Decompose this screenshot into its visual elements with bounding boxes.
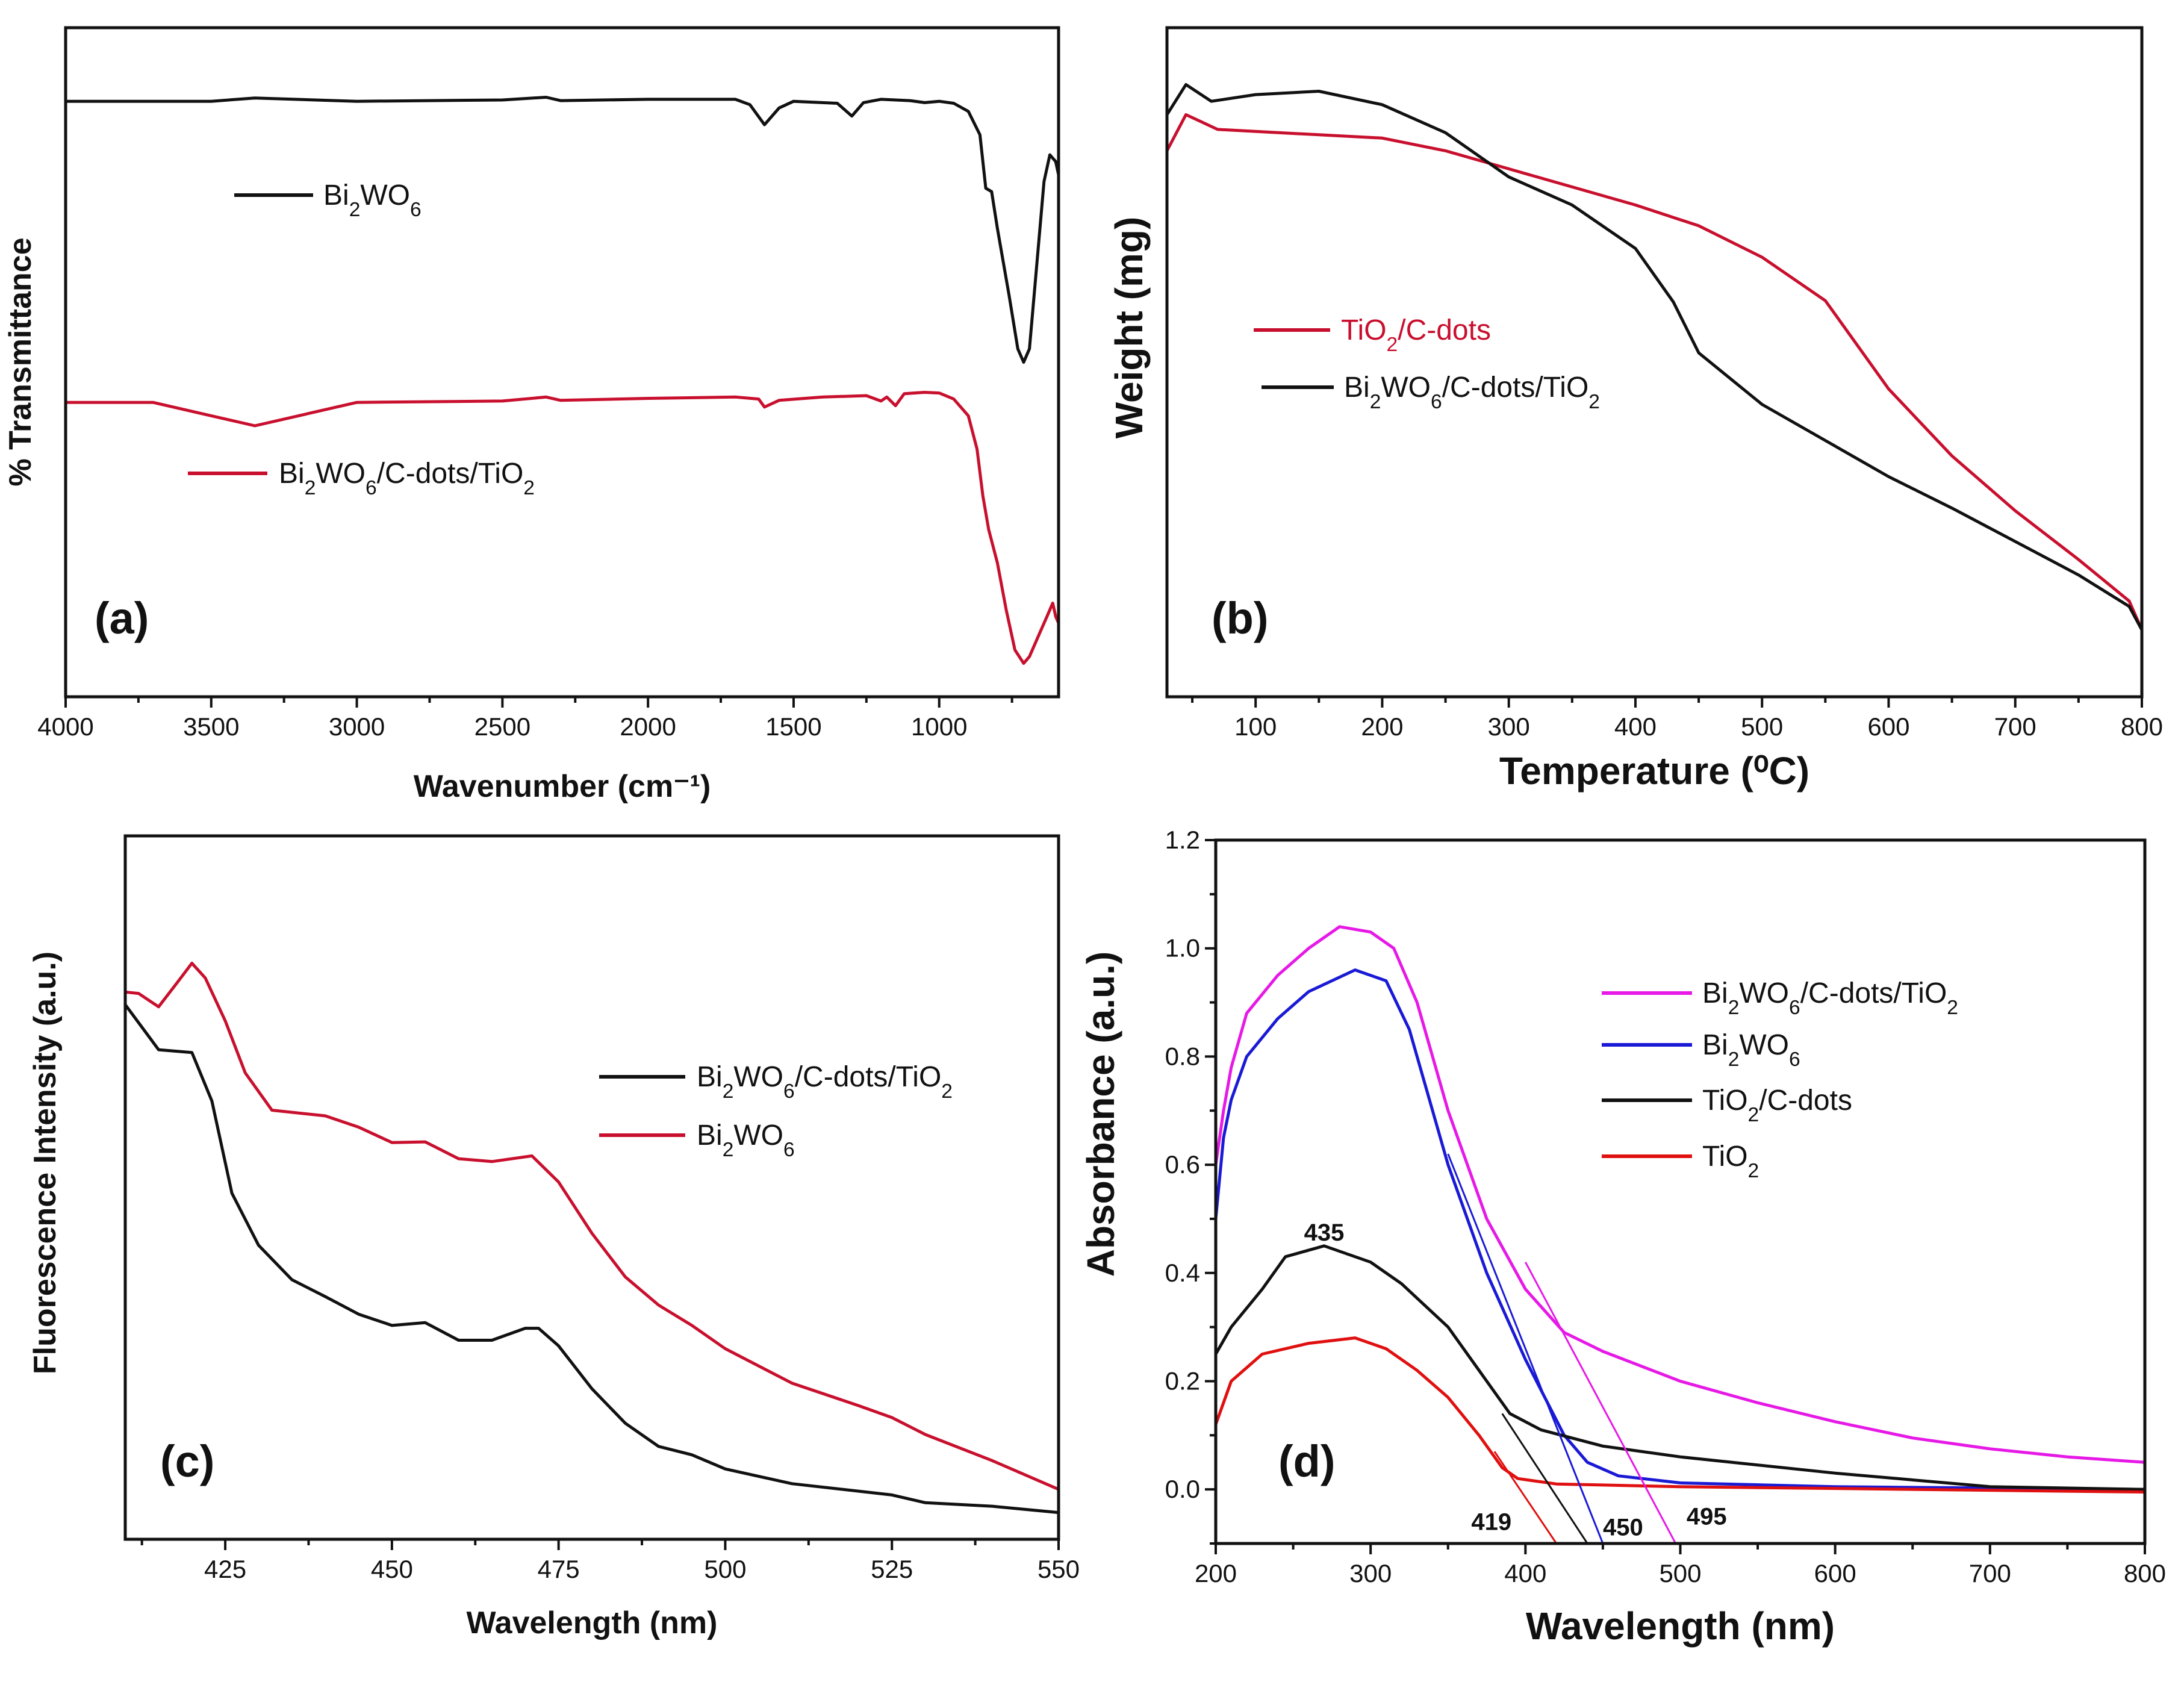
y-axis-title: % Transmittance (3, 237, 38, 486)
x-tick-label: 3500 (183, 712, 239, 741)
x-tick-label: 425 (204, 1555, 246, 1583)
x-axis-title: Temperature (⁰C) (1499, 749, 1809, 793)
legend-label: TiO2 (1702, 1141, 1759, 1182)
plot-frame (1214, 838, 2147, 1545)
x-axis-title: Wavenumber (cm⁻¹) (414, 769, 711, 804)
legend-label: TiO2/C-dots (1702, 1085, 1852, 1126)
plot-frame (123, 834, 1060, 1541)
plot-frame (1165, 26, 2144, 699)
legend-label: Bi2WO6/C-dots/TiO2 (697, 1061, 953, 1103)
x-tick-label: 200 (1361, 712, 1403, 741)
y-tick-label: 0.0 (1165, 1475, 1200, 1503)
series-line-0 (123, 1003, 1059, 1515)
x-tick-label: 525 (871, 1555, 913, 1583)
annotation-label: 419 (1471, 1509, 1511, 1536)
legend-label: Bi2WO6 (323, 179, 422, 221)
annotation-label: 495 (1687, 1504, 1727, 1530)
x-axis-title: Wavelength (nm) (467, 1606, 718, 1640)
x-tick-label: 2500 (474, 712, 530, 741)
panel-a: 4000 3500 3000 2500 2000 1500 1000 Wavenumber (… (3, 26, 1060, 804)
tangent-line-0 (1493, 1451, 1558, 1544)
series-line-0 (66, 96, 1060, 364)
y-tick-label: 0.6 (1165, 1150, 1200, 1179)
y-tick-label: 1.2 (1165, 826, 1200, 854)
tangent-line-2 (1447, 1153, 1604, 1544)
x-tick-label: 700 (1994, 712, 2036, 741)
panel-d: 200 300 400 500 600 700 800 0.0 0.2 0.4 0.6 0.8 1.0 1… (1079, 826, 2166, 1648)
y-tick-label: 0.4 (1165, 1259, 1200, 1287)
panel-b: 100 200 300 400 500 600 700 800 Temperature (⁰C)… (1107, 26, 2163, 793)
annotation-label: 435 (1304, 1219, 1345, 1246)
x-tick-label: 800 (2121, 712, 2163, 741)
y-tick-label: 0.8 (1165, 1042, 1200, 1070)
x-tick-label: 200 (1195, 1559, 1237, 1587)
panel-label: (b) (1212, 593, 1269, 643)
x-tick-label: 3000 (329, 712, 385, 741)
legend: TiO2/C-dots Bi2WO6/C-dots/TiO2 (1254, 314, 1600, 413)
y-axis-title: Absorbance (a.u.) (1079, 952, 1122, 1277)
panel-label: (d) (1278, 1436, 1336, 1486)
panel-label: (c) (160, 1436, 214, 1486)
legend-label: Bi2WO6 (697, 1120, 795, 1161)
x-tick-label: 400 (1504, 1559, 1546, 1587)
x-tick-label: 1000 (911, 712, 967, 741)
series-line-0 (1165, 113, 2144, 631)
series-line-1 (66, 391, 1060, 665)
x-tick-label: 400 (1614, 712, 1657, 741)
legend-label: Bi2WO6/C-dots/TiO2 (1344, 372, 1600, 413)
x-tick-label: 2000 (620, 712, 676, 741)
x-tick-label: 700 (1969, 1559, 2011, 1587)
x-tick-label: 500 (1741, 712, 1783, 741)
y-axis-title: Fluorescence Intensity (a.u.) (28, 952, 63, 1374)
legend-label: Bi2WO6 (1702, 1029, 1800, 1071)
x-tick-label: 600 (1867, 712, 1909, 741)
legend: Bi2WO6 Bi2WO6/C-dots/TiO2 (188, 179, 535, 499)
legend: Bi2WO6/C-dots/TiO2 Bi2WO6 TiO2/C-dots TiO2 (1602, 977, 1958, 1182)
series-line-1 (1214, 968, 2145, 1491)
y-tick-label: 0.2 (1165, 1366, 1200, 1395)
tangent-line-3 (1525, 1262, 1677, 1544)
x-tick-label: 500 (1659, 1559, 1701, 1587)
panel-label: (a) (95, 593, 149, 643)
x-tick-label: 300 (1488, 712, 1530, 741)
x-tick-label: 300 (1349, 1559, 1392, 1587)
legend: Bi2WO6/C-dots/TiO2 Bi2WO6 (599, 1061, 953, 1161)
x-tick-label: 500 (704, 1555, 746, 1583)
x-tick-label: 475 (538, 1555, 580, 1583)
plot-frame (64, 26, 1060, 699)
x-tick-label: 4000 (37, 712, 93, 741)
series-line-1 (1165, 83, 2144, 631)
x-tick-label: 550 (1038, 1555, 1080, 1583)
y-axis-title: Weight (mg) (1107, 217, 1151, 439)
x-tick-label: 800 (2124, 1559, 2166, 1587)
legend-label: Bi2WO6/C-dots/TiO2 (1702, 977, 1958, 1019)
x-tick-label: 450 (371, 1555, 413, 1583)
series-line-2 (1214, 1244, 2145, 1491)
series-line-0 (1214, 925, 2145, 1464)
series-line-1 (125, 961, 1059, 1491)
x-tick-label: 600 (1814, 1559, 1856, 1587)
legend-label: Bi2WO6/C-dots/TiO2 (279, 458, 535, 499)
x-tick-label: 100 (1234, 712, 1277, 741)
x-tick-label: 1500 (765, 712, 821, 741)
tangent-line-1 (1501, 1413, 1588, 1544)
legend-label: TiO2/C-dots (1341, 314, 1491, 356)
series-line-3 (1214, 1336, 2145, 1494)
annotation-label: 450 (1603, 1515, 1643, 1541)
panel-c: 425 450 475 500 525 550 Wavelength (nm) Fluores… (28, 834, 1080, 1640)
x-axis-title: Wavelength (nm) (1526, 1604, 1835, 1648)
y-tick-label: 1.0 (1165, 934, 1200, 962)
